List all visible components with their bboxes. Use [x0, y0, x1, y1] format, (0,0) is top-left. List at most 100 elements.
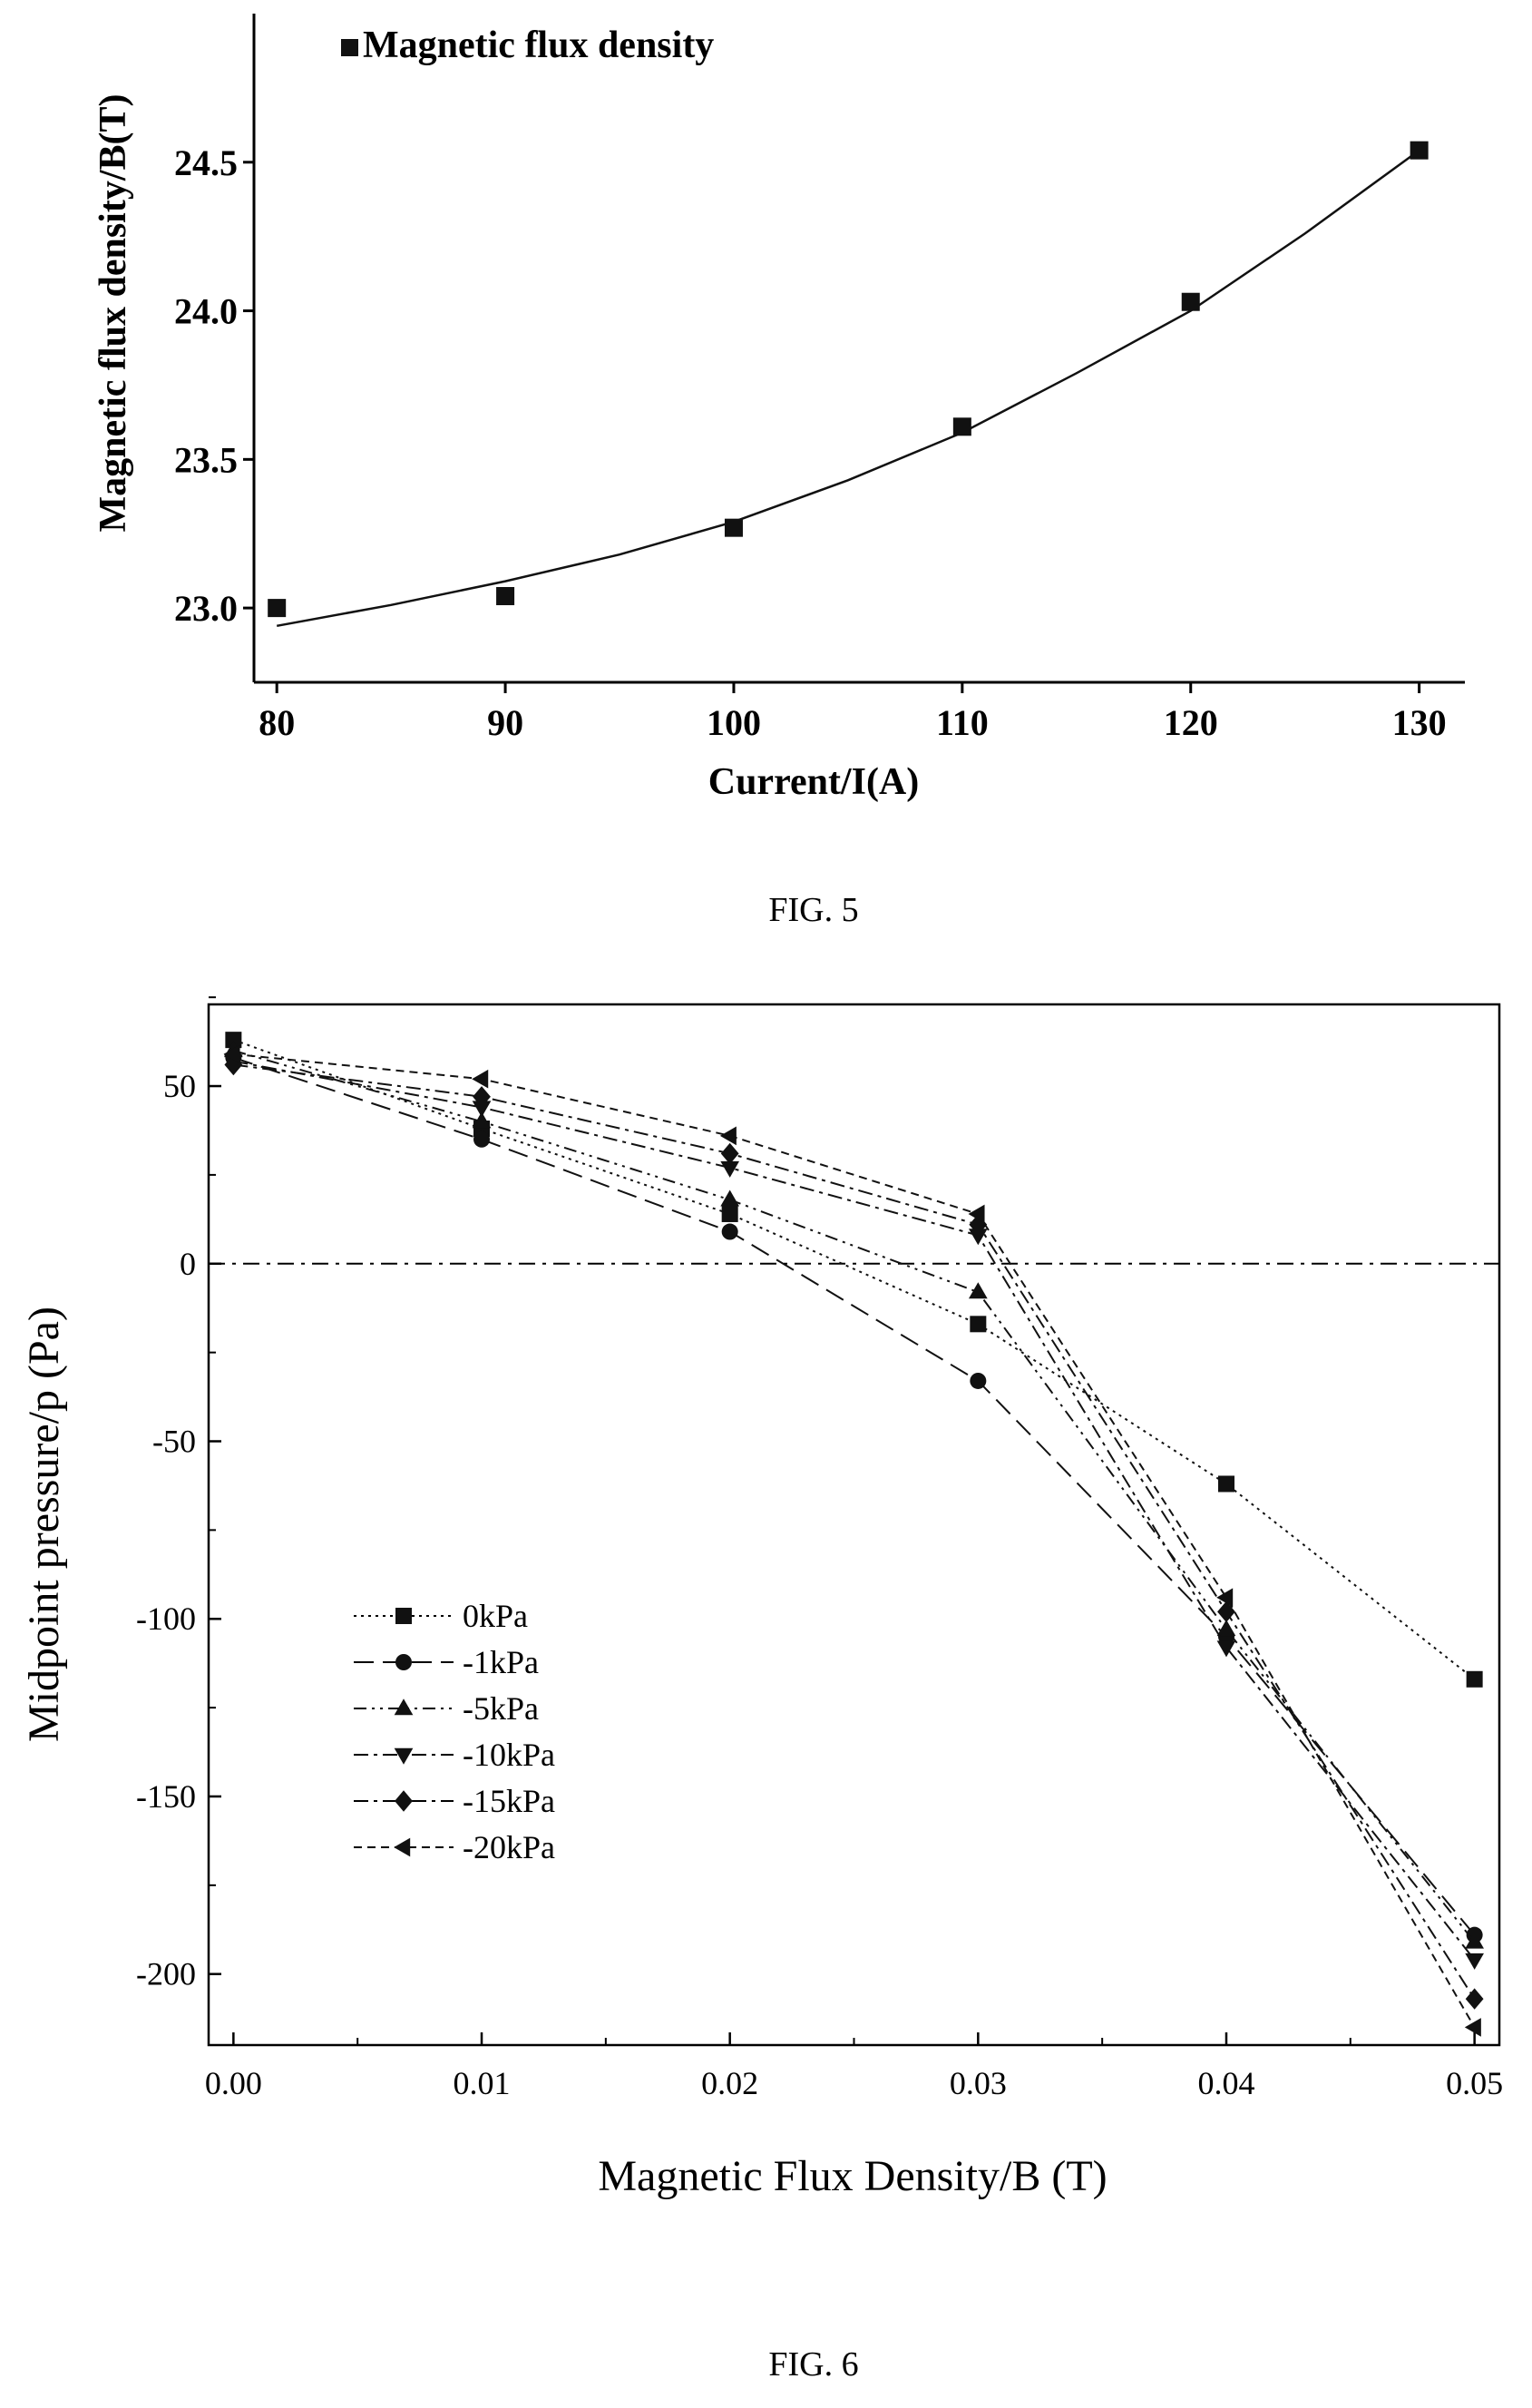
fig5-markers	[268, 141, 1429, 618]
fig6-legend: 0kPa -1kPa -5kPa -10kPa -15kPa -20kPa	[354, 1598, 555, 1865]
fig6-legend-label-1: -1kPa	[463, 1644, 539, 1680]
fig6-series-4	[224, 1053, 1484, 2010]
fig6-series-3-point-4	[1216, 1640, 1236, 1658]
fig5-x-axis-label: Current/I(A)	[708, 761, 920, 803]
fig6-y-tick-label-2: -50	[152, 1424, 196, 1460]
fig6-chart: 0.00 0.01 0.02 0.03 0.04 0.05 50 0 -50 -100 -150 -2…	[20, 996, 1503, 2200]
fig6-y-axis-label: Midpoint pressure/p (Pa)	[20, 1307, 68, 1742]
fig6-series-3-point-1	[472, 1101, 492, 1118]
fig6-series-5-point-4	[1216, 1588, 1234, 1608]
fig6-legend-marker-2	[394, 1698, 414, 1716]
fig6-series-line-4	[233, 1063, 1476, 2000]
fig6-x-tick-label-3: 0.03	[950, 2065, 1007, 2101]
fig5-data-point-1	[496, 587, 515, 606]
fig6-y-tick-label-1: 0	[180, 1246, 196, 1282]
fig6-x-axis-label: Magnetic Flux Density/B (T)	[598, 2152, 1107, 2200]
fig6-series-4-point-5	[1465, 1988, 1484, 2010]
fig6-series-2-point-3	[968, 1282, 988, 1299]
fig5-ticks: 80 90 100 110 120 130 23.0 23.5 24.0 24.5	[174, 142, 1447, 743]
fig6-series-3-point-3	[968, 1228, 988, 1246]
fig5-y-tick-label-0: 23.0	[174, 588, 238, 629]
fig6-series-line-3	[233, 1060, 1476, 1961]
fig6-series-0-point-5	[1466, 1670, 1483, 1688]
fig6-series-2-point-5	[1465, 1932, 1484, 1949]
fig5-data-point-5	[1410, 141, 1429, 160]
fig6-y-tick-label-5: -200	[136, 1956, 196, 1992]
fig6-legend-marker-1	[395, 1654, 412, 1670]
fig6-legend-label-4: -15kPa	[463, 1783, 555, 1819]
fig5-x-tick-label-5: 130	[1392, 702, 1447, 743]
fig5-data-point-4	[1181, 292, 1200, 311]
fig6-legend-marker-5	[394, 1837, 411, 1857]
fig6-series-4-point-1	[473, 1086, 491, 1108]
fig6-series-5-point-0	[223, 1044, 240, 1064]
fig6-series-0-point-3	[970, 1316, 987, 1333]
fig6-series-3	[224, 1054, 1484, 1970]
fig5-data-point-0	[268, 599, 287, 618]
fig6-series-2	[224, 1041, 1484, 1949]
fig6-series-5-point-3	[968, 1204, 985, 1224]
fig5-x-tick-label-4: 120	[1164, 702, 1218, 743]
fig6-series-line-2	[233, 1049, 1476, 1943]
fig6-series-4-point-2	[720, 1142, 739, 1165]
fig6-series-2-point-1	[472, 1111, 492, 1129]
fig6-series-4-point-4	[1217, 1600, 1235, 1623]
fig5-fit-line	[276, 149, 1420, 628]
fig6-legend-marker-3	[394, 1747, 414, 1765]
fig5-caption: FIG. 5	[768, 891, 858, 929]
fig6-y-tick-label-0: 50	[163, 1068, 196, 1104]
fig6-series-0-point-2	[721, 1205, 738, 1222]
fig6-series-1-point-2	[721, 1223, 738, 1240]
fig6-x-tick-label-0: 0.00	[205, 2065, 262, 2101]
fig6-legend-label-0: 0kPa	[463, 1598, 528, 1634]
fig6-series-0-point-4	[1217, 1475, 1234, 1493]
fig5-y-tick-label-3: 24.5	[174, 142, 238, 183]
fig6-legend-label-2: -5kPa	[463, 1690, 539, 1727]
fig5-legend: Magnetic flux density	[341, 24, 714, 66]
fig6-series-5-point-2	[719, 1126, 737, 1146]
fig6-series-5-point-5	[1464, 2018, 1481, 2037]
fig6-series-line-5	[233, 1052, 1476, 2028]
fig6-series-2-point-2	[720, 1189, 740, 1207]
fig5-x-tick-label-2: 100	[707, 702, 761, 743]
fig5-data-point-2	[724, 518, 743, 537]
fig6-series-3-point-2	[720, 1160, 740, 1178]
fig6-ticks: 0.00 0.01 0.02 0.03 0.04 0.05 50 0 -50 -100 -150 -2…	[136, 996, 1503, 2101]
fig6-caption: FIG. 6	[768, 2345, 858, 2384]
fig6-series-5	[223, 1044, 1481, 2037]
fig6-series-5-point-1	[472, 1069, 489, 1089]
fig5-chart: 80 90 100 110 120 130 23.0 23.5 24.0 24.5 Magneti…	[93, 14, 1465, 803]
fig5-fit-curve	[276, 149, 1420, 628]
fig6-series-0	[225, 1032, 1483, 1688]
fig6-series-line-1	[233, 1056, 1476, 1936]
fig5-legend-label: Magnetic flux density	[363, 24, 714, 66]
fig5-x-tick-label-0: 80	[259, 702, 295, 743]
fig6-y-tick-label-4: -150	[136, 1778, 196, 1815]
fig6-series-1-point-3	[970, 1372, 987, 1389]
fig6-y-tick-label-3: -100	[136, 1600, 196, 1637]
fig6-series-1-point-1	[473, 1131, 491, 1148]
fig5-y-tick-label-2: 24.0	[174, 291, 238, 332]
fig6-series-line-0	[233, 1039, 1476, 1680]
fig6-plot-frame	[207, 1003, 1501, 2047]
fig6-legend-marker-0	[395, 1608, 412, 1624]
fig6-series-1	[225, 1049, 1483, 1943]
fig6-legend-label-3: -10kPa	[463, 1737, 555, 1773]
fig6-x-tick-label-4: 0.04	[1197, 2065, 1254, 2101]
fig5-data-point-3	[952, 417, 971, 436]
fig6-x-tick-label-1: 0.01	[454, 2065, 511, 2101]
fig6-x-tick-label-5: 0.05	[1446, 2065, 1503, 2101]
fig6-series	[223, 1032, 1484, 2037]
fig5-y-tick-label-1: 23.5	[174, 439, 238, 480]
fig5-y-axis-label: Magnetic flux density/B(T)	[93, 94, 134, 533]
fig6-series-2-point-4	[1216, 1620, 1236, 1637]
fig6-legend-label-5: -20kPa	[463, 1829, 555, 1865]
fig5-legend-marker	[341, 39, 358, 56]
fig5-x-tick-label-3: 110	[936, 702, 989, 743]
fig6-series-3-point-5	[1465, 1953, 1484, 1970]
fig5-x-tick-label-1: 90	[487, 702, 523, 743]
fig6-x-tick-label-2: 0.02	[701, 2065, 758, 2101]
fig6-legend-marker-4	[395, 1790, 413, 1812]
fig6-series-0-point-0	[225, 1032, 242, 1049]
